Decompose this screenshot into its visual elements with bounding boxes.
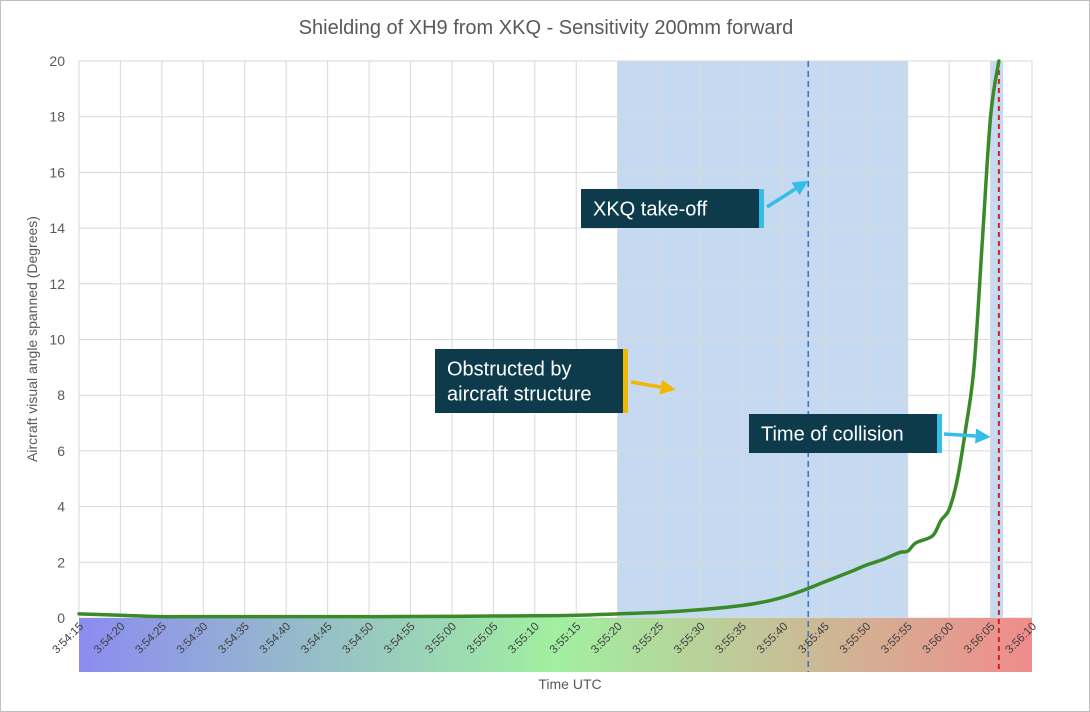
callout-arrow-head-2 <box>975 428 991 444</box>
callout-arrow-head-1 <box>659 379 676 395</box>
x-axis-color-band <box>79 618 1032 672</box>
callout-arrow-shaft-2 <box>943 432 976 438</box>
callout-box-0 <box>581 189 764 228</box>
y-tick-label: 10 <box>49 332 65 348</box>
y-tick-label: 12 <box>49 276 65 292</box>
callout-accent-1 <box>623 349 628 413</box>
callout-text-0: XKQ take-off <box>593 199 708 221</box>
event-lines <box>807 61 1000 672</box>
series-lines <box>77 59 1001 619</box>
annotations: XKQ take-off Obstructed by aircraft struct… <box>435 180 991 453</box>
callout-text-1: Obstructed by <box>447 359 572 381</box>
callout-arrow-shaft-1 <box>630 380 662 389</box>
y-tick-label: 6 <box>57 443 65 459</box>
y-tick-label: 8 <box>57 387 65 403</box>
y-tick-label: 14 <box>49 220 65 236</box>
y-tick-label: 2 <box>57 554 65 570</box>
callout-box-1 <box>435 349 628 413</box>
y-tick-label: 18 <box>49 109 65 125</box>
x-axis-label: Time UTC <box>538 676 601 692</box>
callout-arrow-shaft-0 <box>766 187 797 209</box>
callout-box-2 <box>749 414 942 453</box>
callout-accent-2 <box>937 414 942 453</box>
y-tick-labels: 0 2 4 6 8 10 12 14 16 18 20 <box>49 53 65 626</box>
y-tick-label: 0 <box>57 610 65 626</box>
callout-accent-0 <box>759 189 764 228</box>
y-tick-label: 20 <box>49 53 65 69</box>
callout-arrow-head-0 <box>791 180 809 196</box>
chart-title: Shielding of XH9 from XKQ - Sensitivity … <box>299 17 794 39</box>
callout-text-1: aircraft structure <box>447 384 591 406</box>
series-line-0 <box>77 59 1001 619</box>
callout-text-2: Time of collision <box>761 424 904 446</box>
y-tick-label: 16 <box>49 164 65 180</box>
y-axis-label: Aircraft visual angle spanned (Degrees) <box>24 216 40 462</box>
y-tick-label: 4 <box>57 499 65 515</box>
